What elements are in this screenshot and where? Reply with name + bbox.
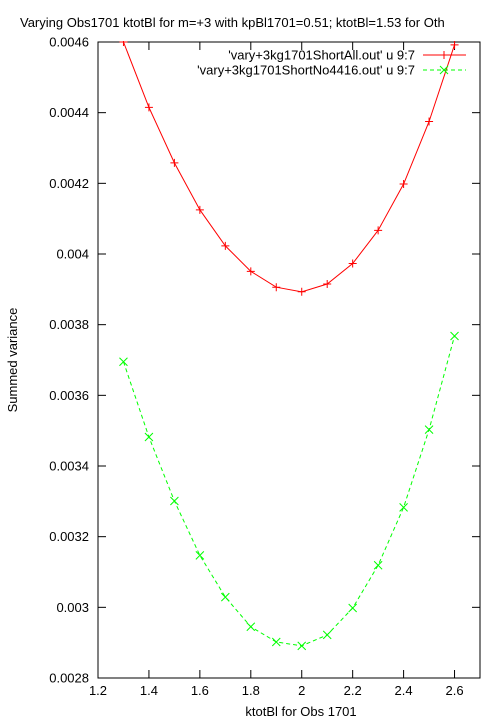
series-1-point (272, 283, 281, 292)
series-2-point (450, 331, 459, 341)
series-1-point (450, 41, 459, 49)
series-2-point (399, 502, 408, 512)
series-1-point (195, 205, 204, 214)
series-2-point (348, 603, 358, 613)
y-tick-label: 0.0038 (49, 317, 89, 332)
y-tick-label: 0.0044 (49, 105, 89, 120)
y-tick-label: 0.0032 (49, 529, 89, 544)
series-2-point (271, 637, 281, 647)
plot-area: 1.2 1.4 1.6 1.8 2 2.2 2.4 2.6 0.0028 0.003 0.0032 0… (49, 35, 481, 698)
y-tick-label: 0.004 (56, 247, 89, 262)
chart-title: Varying Obs1701 ktotBl for m=+3 with kpB… (20, 15, 445, 30)
x-tick-label: 2.6 (445, 683, 463, 698)
x-tick-label: 1.8 (242, 683, 260, 698)
series-2-point (220, 592, 230, 602)
x-tick-label: 1.4 (140, 683, 158, 698)
series-2-point (322, 630, 332, 640)
legend: 'vary+3kg1701ShortAll.out' u 9:7'vary+3k… (197, 48, 466, 78)
y-axis-label: Summed variance (5, 308, 20, 413)
series-2-point (170, 496, 179, 506)
series-1-point (399, 180, 408, 189)
x-tick-label: 1.2 (89, 683, 107, 698)
series-2-point (424, 425, 434, 434)
x-tick-label: 1.6 (191, 683, 209, 698)
series-1-line (123, 41, 456, 293)
y-tick-label: 0.0034 (49, 459, 89, 474)
series-1-point (221, 241, 230, 250)
series-2-point (297, 641, 307, 651)
legend-marker-1 (440, 51, 448, 59)
series-1-point (425, 117, 434, 126)
y-tick-label: 0.0036 (49, 388, 89, 403)
series-2-line (122, 335, 456, 647)
legend-label-2: 'vary+3kg1701ShortNo4416.out' u 9:7 (197, 63, 415, 78)
y-tick-label: 0.003 (56, 600, 89, 615)
x-tick-label: 2.2 (344, 683, 362, 698)
series-1 (119, 41, 459, 296)
series-2-point (246, 622, 256, 632)
series-2-point (119, 357, 128, 367)
y-tick-label: 0.0028 (49, 671, 89, 686)
series-2 (119, 331, 459, 651)
y-tick-label: 0.0042 (49, 176, 89, 191)
plot-frame (97, 41, 481, 679)
legend-label-1: 'vary+3kg1701ShortAll.out' u 9:7 (228, 48, 415, 63)
series-2-point (144, 432, 154, 442)
series-1-point (348, 259, 357, 268)
series-2-point (195, 551, 205, 560)
series-1-point (170, 158, 179, 167)
legend-marker-2 (439, 65, 449, 75)
series-1-point (119, 41, 128, 46)
series-1-point (374, 226, 383, 235)
x-tick-label: 2 (298, 683, 305, 698)
y-tick-label: 0.0046 (49, 35, 89, 50)
series-1-point (297, 287, 306, 296)
series-1-point (246, 267, 255, 276)
series-2-point (373, 560, 383, 570)
series-1-point (323, 280, 332, 289)
x-axis-label: ktotBl for Obs 1701 (245, 704, 356, 719)
x-tick-label: 2.4 (395, 683, 413, 698)
series-1-point (144, 103, 153, 112)
